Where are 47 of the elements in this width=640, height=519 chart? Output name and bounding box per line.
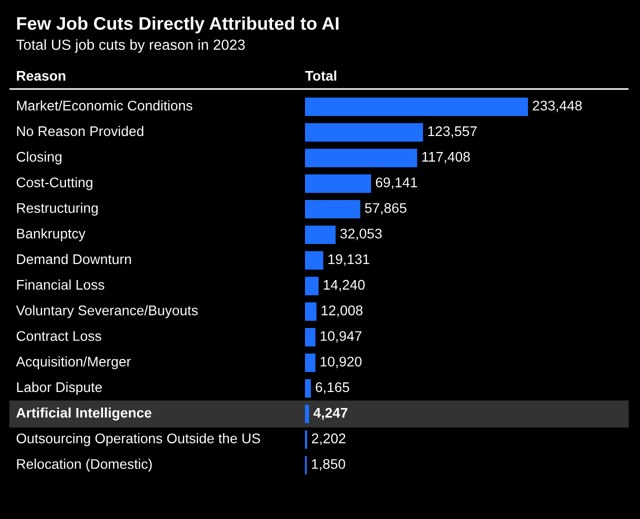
- y-tick-label: Restructuring: [17, 202, 98, 216]
- y-tick-label: Demand Downturn: [17, 254, 131, 264]
- data-label: 1,850: [312, 459, 346, 471]
- y-tick-label: Market/Economic Conditions: [17, 100, 192, 111]
- y-tick-label: Closing: [16, 152, 62, 164]
- y-tick-label: Outsourcing Operations Outside the US: [16, 433, 260, 446]
- data-label: 233,448: [532, 100, 582, 112]
- data-label: 117,408: [422, 152, 470, 164]
- y-tick-label: Voluntary Severance/Buyouts: [16, 305, 198, 318]
- y-tick-label: Cost-Cutting: [16, 177, 92, 190]
- y-tick-label: Artificial Intelligence: [16, 407, 152, 421]
- y-tick-label: Financial Loss: [17, 280, 104, 290]
- y-tick-label: Relocation (Domestic): [17, 458, 152, 472]
- data-label: 12,008: [322, 305, 363, 317]
- bar: [305, 123, 424, 142]
- data-label: 4,247: [313, 408, 348, 420]
- data-label: 14,240: [324, 280, 365, 292]
- y-axis-title: Reason: [16, 71, 66, 81]
- text: Total US job cuts by reason in 2023: [16, 39, 245, 53]
- bar: [305, 98, 528, 116]
- bar: [305, 251, 324, 270]
- bar: [305, 379, 311, 398]
- data-label: 19,131: [328, 254, 370, 266]
- y-tick-label: No Reason Provided: [17, 126, 144, 136]
- data-label: 69,141: [376, 177, 418, 189]
- bar: [305, 276, 319, 296]
- y-tick-label: Acquisition/Merger: [16, 356, 131, 370]
- bar: [305, 174, 372, 193]
- data-label: 32,053: [340, 228, 382, 240]
- y-tick-label: Contract Loss: [16, 331, 102, 341]
- data-label: 2,202: [312, 433, 346, 445]
- bar: [305, 404, 310, 424]
- bar: [305, 354, 316, 372]
- chart-title: Few Job Cuts Directly Attributed to AI: [17, 16, 338, 34]
- bar: [305, 328, 316, 346]
- data-label: 10,920: [320, 356, 362, 368]
- data-label: 10,947: [320, 331, 362, 343]
- x-axis-title: Total: [305, 70, 336, 81]
- data-label: 123,557: [428, 126, 477, 138]
- y-tick-label: Bankruptcy: [17, 228, 86, 242]
- bar: [305, 226, 336, 244]
- y-tick-label: Labor Dispute: [17, 382, 102, 395]
- data-label: 57,865: [364, 203, 406, 215]
- bar: [305, 148, 418, 168]
- bar: [305, 200, 360, 218]
- bar: [305, 302, 316, 321]
- data-label: 6,165: [316, 382, 350, 394]
